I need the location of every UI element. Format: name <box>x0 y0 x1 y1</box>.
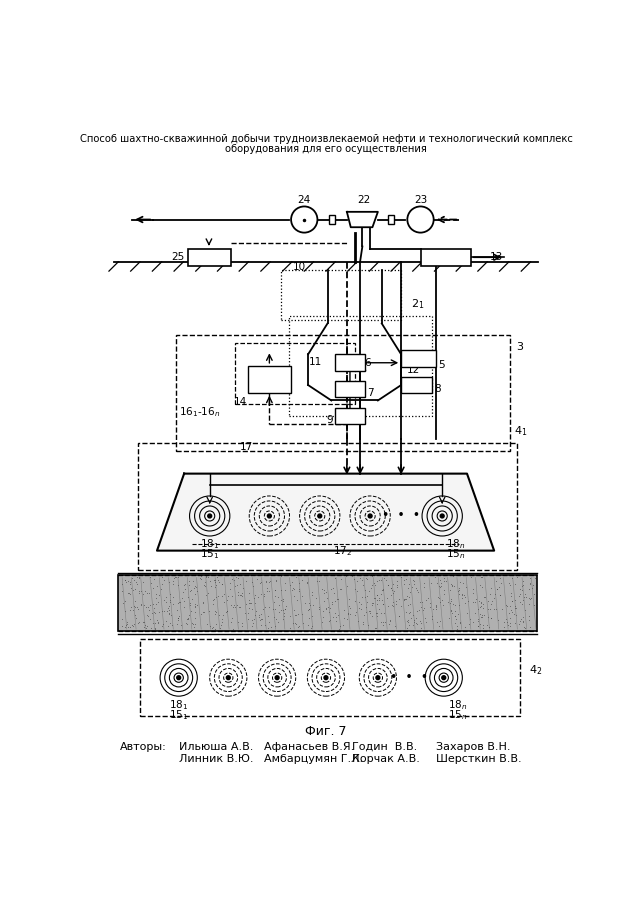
Circle shape <box>275 676 279 680</box>
Text: 22: 22 <box>357 194 371 204</box>
Bar <box>289 316 432 416</box>
Text: 4$_2$: 4$_2$ <box>529 663 543 677</box>
Text: 24: 24 <box>298 194 311 204</box>
Bar <box>188 249 231 266</box>
Text: 18$_n$: 18$_n$ <box>446 537 466 550</box>
Bar <box>235 343 355 405</box>
Polygon shape <box>157 474 494 550</box>
Text: 16$_1$-16$_n$: 16$_1$-16$_n$ <box>179 405 220 419</box>
Text: 25: 25 <box>171 253 184 263</box>
Text: Амбарцумян Г.Л.: Амбарцумян Г.Л. <box>264 753 363 763</box>
Bar <box>401 378 432 393</box>
Bar <box>118 575 537 631</box>
Text: 15$_1$: 15$_1$ <box>169 708 188 722</box>
Circle shape <box>407 207 434 233</box>
Bar <box>401 351 436 368</box>
Text: 18$_1$: 18$_1$ <box>200 537 219 550</box>
Circle shape <box>440 514 444 518</box>
Text: Корчак А.В.: Корчак А.В. <box>352 753 420 763</box>
Text: Способ шахтно-скважинной добычи трудноизвлекаемой нефти и технологический компле: Способ шахтно-скважинной добычи трудноиз… <box>80 134 572 144</box>
Text: 11: 11 <box>309 357 322 367</box>
Text: 5: 5 <box>438 360 445 370</box>
Text: 15$_n$: 15$_n$ <box>448 708 467 722</box>
Text: Фиг. 7: Фиг. 7 <box>305 725 347 738</box>
Bar <box>335 381 364 396</box>
Circle shape <box>208 514 212 518</box>
Circle shape <box>376 676 380 680</box>
Text: Захаров В.Н.: Захаров В.Н. <box>436 742 511 752</box>
Text: 4$_1$: 4$_1$ <box>513 424 527 438</box>
Circle shape <box>442 676 446 680</box>
Text: 23: 23 <box>414 194 427 204</box>
Text: 17$_2$: 17$_2$ <box>333 544 352 557</box>
Text: 3: 3 <box>516 342 523 352</box>
Circle shape <box>226 676 230 680</box>
Text: 13: 13 <box>490 253 504 263</box>
Text: 10: 10 <box>293 263 306 272</box>
Bar <box>137 443 517 570</box>
Text: 14: 14 <box>233 397 247 407</box>
Circle shape <box>318 514 322 518</box>
Text: 17: 17 <box>240 441 252 451</box>
Text: Афанасьев В.Я.: Афанасьев В.Я. <box>264 742 354 752</box>
Text: •  •  •: • • • <box>382 510 420 522</box>
Text: 15$_n$: 15$_n$ <box>446 547 466 561</box>
Text: Линник В.Ю.: Линник В.Ю. <box>179 753 253 763</box>
Text: 9: 9 <box>326 414 333 424</box>
Bar <box>249 366 291 393</box>
Bar <box>176 335 509 450</box>
Text: Шерсткин В.В.: Шерсткин В.В. <box>436 753 522 763</box>
Text: Годин  В.В.: Годин В.В. <box>352 742 418 752</box>
Bar <box>329 215 335 224</box>
Circle shape <box>177 676 181 680</box>
Text: Ильюша А.В.: Ильюша А.В. <box>179 742 253 752</box>
Bar <box>388 215 394 224</box>
Text: 18$_1$: 18$_1$ <box>169 698 188 711</box>
Bar <box>335 408 364 423</box>
Text: 7: 7 <box>367 387 374 397</box>
Text: •  •  •: • • • <box>390 672 428 684</box>
Polygon shape <box>347 212 378 227</box>
Circle shape <box>291 207 317 233</box>
Bar <box>420 249 471 266</box>
Text: 6: 6 <box>364 358 371 368</box>
Text: оборудования для его осуществления: оборудования для его осуществления <box>225 145 427 155</box>
Text: 15$_1$: 15$_1$ <box>200 547 219 561</box>
Bar <box>140 639 520 717</box>
Bar <box>281 270 401 320</box>
Circle shape <box>324 676 328 680</box>
Bar <box>335 354 364 371</box>
Text: Авторы:: Авторы: <box>120 742 167 752</box>
Circle shape <box>368 514 372 518</box>
Text: 2$_1$: 2$_1$ <box>411 298 425 311</box>
Text: 8: 8 <box>434 384 441 394</box>
Circle shape <box>267 514 272 518</box>
Text: 18$_n$: 18$_n$ <box>448 698 467 711</box>
Text: 12: 12 <box>406 365 420 375</box>
